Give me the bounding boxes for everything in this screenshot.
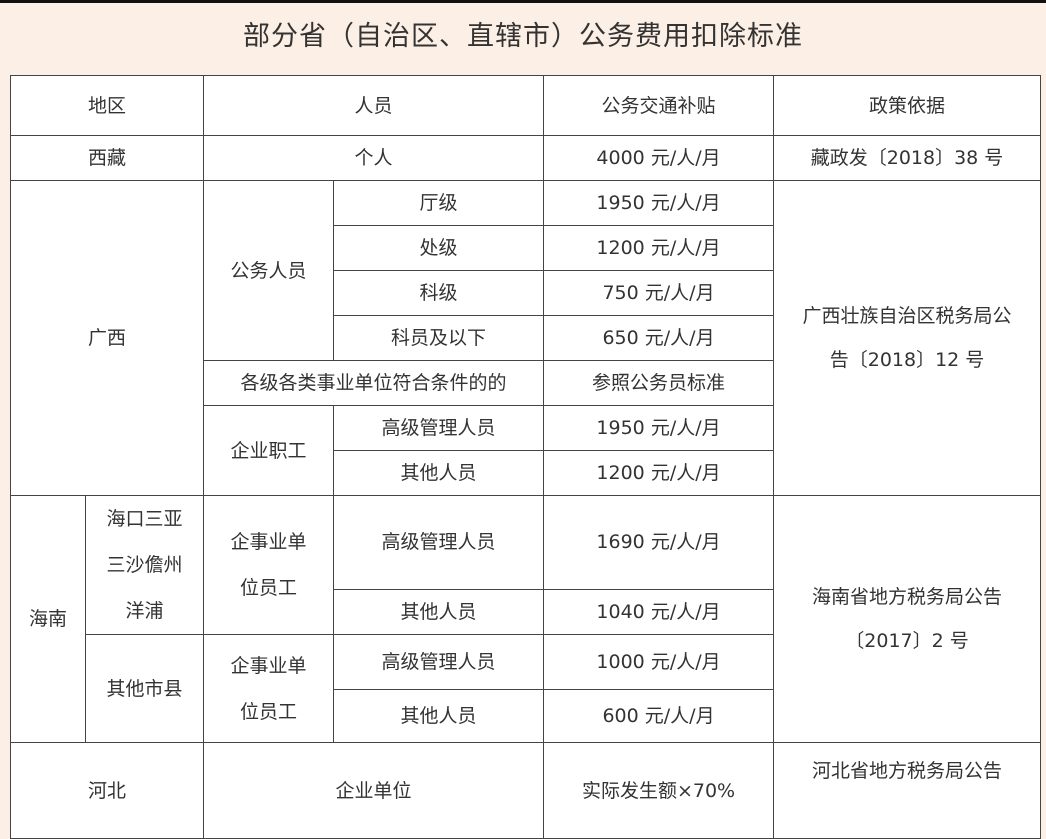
group-cell: 企事业单 位员工 xyxy=(203,634,335,743)
group-cell: 公务人员 xyxy=(203,180,335,361)
subsidy-cell: 1200 元/人/月 xyxy=(543,225,775,271)
personnel-cell: 其他人员 xyxy=(333,689,545,743)
table-row: 广西 公务人员 厅级 1950 元/人/月 广西壮族自治区税务局公 告〔2018… xyxy=(9,180,1042,496)
table-row: 其他市县 企事业单 位员工 高级管理人员 1000 元/人/月 xyxy=(11,634,1041,743)
policy-cell: 海南省地方税务局公告 〔2017〕2 号 xyxy=(773,495,1042,743)
header-region: 地区 xyxy=(9,75,205,136)
subsidy-cell: 1040 元/人/月 xyxy=(543,588,775,636)
personnel-cell: 高级管理人员 xyxy=(333,634,545,690)
personnel-cell: 其他人员 xyxy=(333,450,545,496)
policy-cell: 河北省地方税务局公告 xyxy=(773,742,1042,839)
area-cell: 其他市县 xyxy=(84,634,205,743)
region-cell: 河北 xyxy=(9,742,205,839)
policy-cell: 藏政发〔2018〕38 号 xyxy=(773,135,1042,181)
subsidy-cell: 600 元/人/月 xyxy=(543,689,775,743)
header-personnel: 人员 xyxy=(203,75,545,136)
region-cell: 西藏 xyxy=(9,135,205,181)
table-row: 河北 企业单位 实际发生额×70% 河北省地方税务局公告 xyxy=(9,742,1042,839)
table-row: 其他人员 1200 元/人/月 xyxy=(11,450,1041,496)
page-title: 部分省（自治区、直辖市）公务费用扣除标准 xyxy=(243,21,803,52)
personnel-cell: 厅级 xyxy=(333,180,545,226)
subsidy-cell: 实际发生额×70% xyxy=(543,742,775,839)
personnel-cell: 高级管理人员 xyxy=(333,405,545,451)
header-row: 地区 人员 公务交通补贴 政策依据 xyxy=(9,75,1042,136)
table-row: 其他人员 600 元/人/月 xyxy=(11,689,1041,743)
table-row: 处级 1200 元/人/月 xyxy=(11,225,1041,271)
subsidy-cell: 1950 元/人/月 xyxy=(543,405,775,451)
subsidy-cell: 1950 元/人/月 xyxy=(543,180,775,226)
subsidy-cell: 1200 元/人/月 xyxy=(543,450,775,496)
personnel-cell: 其他人员 xyxy=(333,588,545,636)
subsidy-cell: 1690 元/人/月 xyxy=(543,495,775,590)
header-policy: 政策依据 xyxy=(773,75,1042,136)
header-subsidy: 公务交通补贴 xyxy=(543,75,775,136)
deduction-standards-table: 地区 人员 公务交通补贴 政策依据 西藏 个人 4000 元/人/月 藏政发〔2… xyxy=(9,75,1042,839)
personnel-cell: 企业单位 xyxy=(203,742,545,839)
region-cell: 海南 xyxy=(10,495,86,743)
table-row: 各级各类事业单位符合条件的的 参照公务员标准 xyxy=(11,360,1041,406)
policy-cell: 广西壮族自治区税务局公 告〔2018〕12 号 xyxy=(773,180,1042,496)
table-row: 其他人员 1040 元/人/月 xyxy=(11,588,1041,636)
table-row: 企业职工 高级管理人员 1950 元/人/月 xyxy=(11,405,1041,496)
group-cell: 企事业单 位员工 xyxy=(203,495,335,635)
personnel-cell: 个人 xyxy=(203,135,545,181)
subsidy-cell: 650 元/人/月 xyxy=(543,315,775,361)
subsidy-cell: 1000 元/人/月 xyxy=(543,634,775,690)
personnel-cell: 科员及以下 xyxy=(333,315,545,361)
top-bar xyxy=(0,0,1046,3)
personnel-cell: 处级 xyxy=(333,225,545,271)
region-cell: 广西 xyxy=(9,180,205,496)
table-row: 科员及以下 650 元/人/月 xyxy=(11,315,1041,361)
group-cell: 企业职工 xyxy=(203,405,335,496)
subsidy-cell: 750 元/人/月 xyxy=(543,270,775,316)
table-row: 海南 海口三亚 三沙儋州 洋浦 企事业单 位员工 高级管理人员 1690 元/人… xyxy=(10,495,1042,743)
personnel-cell: 科级 xyxy=(333,270,545,316)
table-row: 西藏 个人 4000 元/人/月 藏政发〔2018〕38 号 xyxy=(9,135,1042,181)
table-row: 科级 750 元/人/月 xyxy=(11,270,1041,316)
personnel-cell: 高级管理人员 xyxy=(333,495,545,590)
subsidy-cell: 参照公务员标准 xyxy=(543,360,775,406)
subsidy-cell: 4000 元/人/月 xyxy=(543,135,775,181)
personnel-cell: 各级各类事业单位符合条件的的 xyxy=(203,360,545,406)
area-cell: 海口三亚 三沙儋州 洋浦 xyxy=(84,495,205,635)
